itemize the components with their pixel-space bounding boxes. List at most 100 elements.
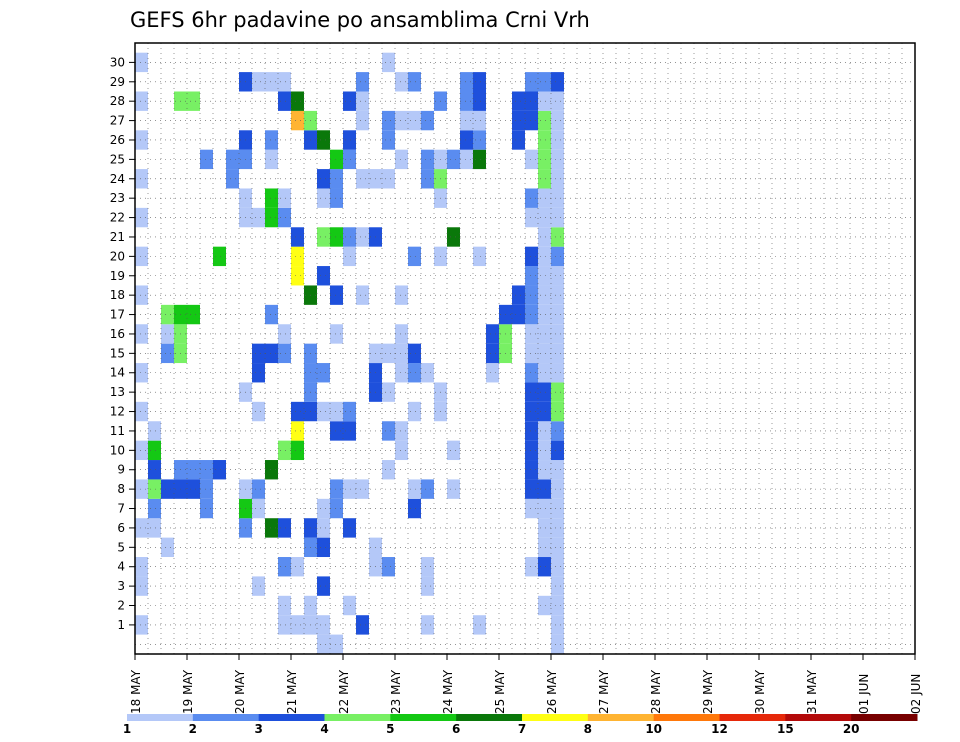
y-tick-label: 10 [110,443,125,457]
heatmap-cell [538,130,551,150]
heatmap-cell [278,440,291,461]
heatmap-cell [551,324,564,344]
heatmap-cell [473,130,486,150]
heatmap-cell [135,440,148,461]
heatmap-cell [343,595,356,616]
heatmap-cell [538,557,551,577]
heatmap-cell [291,110,304,131]
heatmap-cell [252,401,265,422]
heatmap-cell [317,188,330,208]
colorbar-label: 2 [189,722,197,736]
x-tick-label: 29 MAY [701,669,715,714]
colorbar-swatch [653,714,720,721]
heatmap-cell [135,615,148,635]
heatmap-cell [135,324,148,344]
heatmap-cell [408,110,421,131]
colorbar-swatch [851,714,918,721]
heatmap-cell [551,537,564,558]
heatmap-cell [317,615,330,635]
heatmap-cell [135,169,148,189]
y-tick-label: 6 [117,521,125,535]
colorbar-swatch [719,714,786,721]
heatmap-cell [538,91,551,111]
heatmap-cell [551,401,564,422]
x-tick-label: 26 MAY [545,669,559,714]
heatmap-cell [538,460,551,480]
heatmap-cell [551,576,564,596]
x-tick-label: 24 MAY [441,669,455,714]
heatmap-cell [538,266,551,286]
heatmap-cell [525,421,538,441]
heatmap-cell [148,518,161,538]
heatmap-cell [525,266,538,286]
heatmap-cell [525,324,538,344]
heatmap-cell [317,363,330,383]
colorbar-swatch [587,714,655,721]
heatmap-cell [135,363,148,383]
heatmap-cell [473,110,486,131]
colorbar-swatch [192,714,260,721]
heatmap-cell [330,324,343,344]
heatmap-cell [317,518,330,538]
heatmap-cell [265,130,278,150]
heatmap-cell [343,421,356,441]
colorbar-label: 20 [843,722,860,736]
heatmap-cell [460,130,473,150]
heatmap-cell [252,343,265,364]
heatmap-cell [525,149,538,170]
heatmap-cell [551,72,564,92]
heatmap-cell [252,479,265,499]
heatmap-cell [291,421,304,441]
heatmap-cell [447,440,460,461]
heatmap-cell [265,304,278,325]
heatmap-cell [538,421,551,441]
colorbar-swatch [127,714,194,721]
heatmap-cell [278,615,291,635]
y-tick-label: 29 [110,75,125,89]
heatmap-cell [291,440,304,461]
y-tick-label: 23 [110,191,125,205]
heatmap-cell [538,363,551,383]
heatmap-cell [343,401,356,422]
heatmap-cell [200,149,213,170]
heatmap-cell [551,498,564,519]
grid-lines [135,43,915,654]
heatmap-cell [525,401,538,422]
heatmap-cell [317,537,330,558]
heatmap-cell [213,246,226,267]
heatmap-cell [421,479,434,499]
heatmap-cell [408,72,421,92]
y-tick-label: 9 [117,463,125,477]
heatmap-cell [525,498,538,519]
heatmap-cell [356,91,369,111]
heatmap-cell [551,557,564,577]
y-tick-label: 3 [117,579,125,593]
colorbar-swatch [522,714,589,721]
heatmap-cell [382,382,395,402]
heatmap-cell [538,382,551,402]
heatmap-cell [512,91,525,111]
heatmap-cell [265,460,278,480]
heatmap-cell [551,207,564,228]
y-tick-label: 21 [110,230,125,244]
heatmap-cell [356,72,369,92]
heatmap-cell [525,110,538,131]
heatmap-cell [525,557,538,577]
heatmap-cell [135,52,148,73]
y-tick-label: 25 [110,152,125,166]
y-tick-label: 27 [110,114,125,128]
chart-title: GEFS 6hr padavine po ansamblima Crni Vrh [130,8,590,32]
heatmap-cell [525,188,538,208]
heatmap-cell [538,537,551,558]
heatmap-cell [382,130,395,150]
x-tick-label: 18 MAY [129,669,143,714]
heatmap-cell [421,149,434,170]
y-tick-label: 16 [110,327,125,341]
colorbar-label: 15 [777,722,794,736]
heatmap-cell [538,440,551,461]
heatmap-cell [525,440,538,461]
x-tick-label: 20 MAY [233,669,247,714]
heatmap-cell [395,343,408,364]
heatmap-cell [512,285,525,305]
